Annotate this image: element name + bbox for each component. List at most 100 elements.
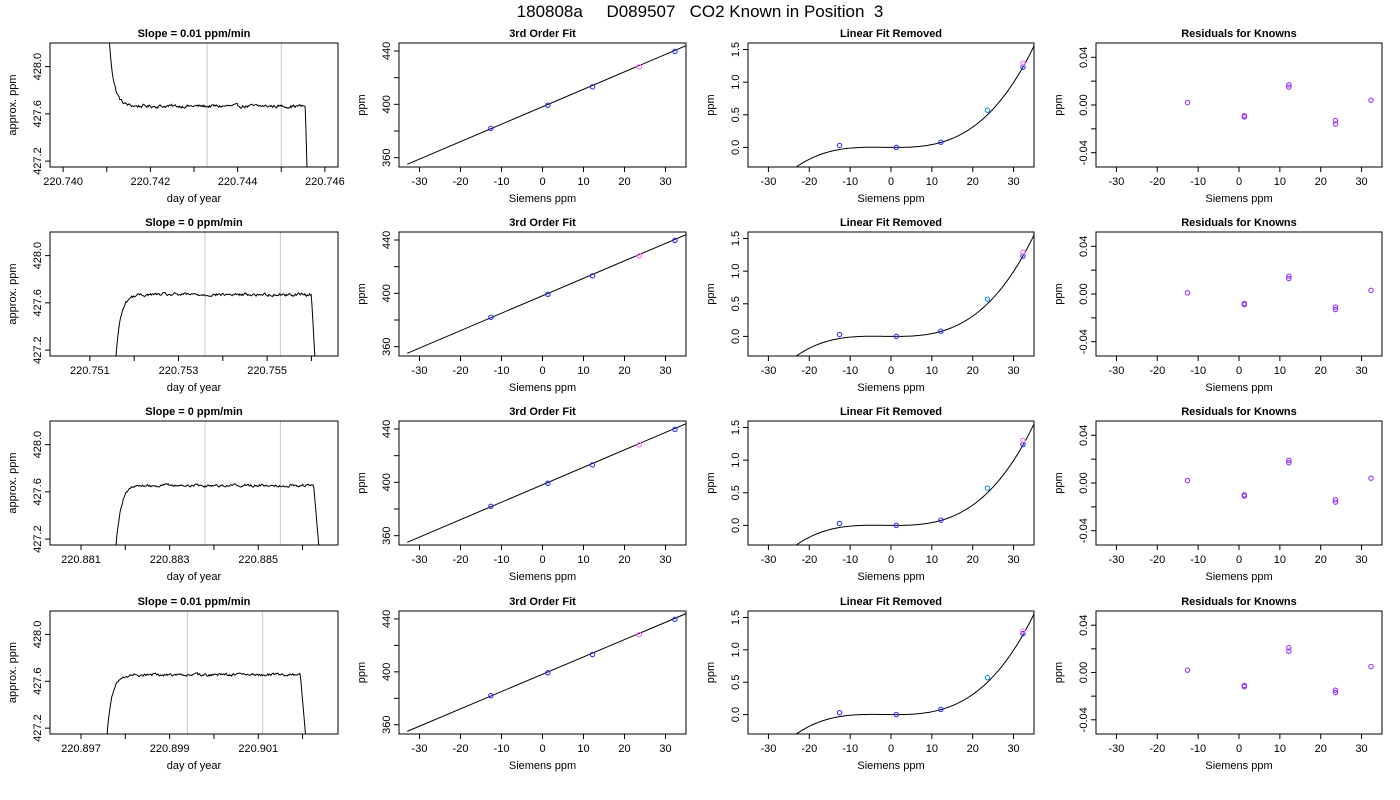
plot-frame	[49, 420, 339, 546]
x-axis-label: Siemens ppm	[857, 571, 924, 583]
x-tick-label: -20	[1149, 554, 1165, 566]
y-tick-label: 427.2	[32, 714, 44, 742]
y-axis-label: ppm	[1053, 94, 1065, 115]
plot-frame	[747, 420, 1035, 546]
data-point	[1286, 459, 1292, 466]
chart-resid-row-2: Residuals for Knowns Siemens ppm ppm -30 -20…	[1053, 217, 1383, 394]
x-tick-label: -30	[760, 743, 776, 755]
x-tick-label: 220.744	[218, 176, 258, 188]
plot-frame	[747, 42, 1035, 168]
data-point	[672, 426, 678, 433]
data-point	[1286, 81, 1292, 88]
data-point	[488, 125, 494, 132]
data-point	[1332, 689, 1339, 696]
y-tick-label: 400	[381, 473, 393, 491]
y-tick-label: 440	[381, 420, 393, 438]
chart-title: 3rd Order Fit	[509, 596, 576, 608]
chart-title: Linear Fit Removed	[840, 406, 942, 418]
x-tick-label: 30	[1355, 176, 1367, 188]
data-point	[1184, 99, 1191, 106]
x-axis-label: Siemens ppm	[1205, 382, 1272, 394]
y-tick-label: 427.6	[32, 289, 44, 317]
y-tick-label: 1.5	[730, 42, 742, 57]
y-tick-label: -0.04	[1078, 518, 1090, 543]
x-tick-label: 220.751	[70, 365, 110, 377]
plot-frame	[49, 231, 339, 357]
x-tick-label: -20	[801, 176, 817, 188]
x-tick-label: 10	[577, 743, 589, 755]
y-tick-label: 0.00	[1078, 283, 1090, 304]
plot-area	[795, 45, 1034, 167]
plot-area	[1184, 644, 1374, 696]
x-tick-label: 30	[1007, 743, 1019, 755]
data-point	[1241, 683, 1248, 690]
y-axis-label: ppm	[356, 94, 368, 115]
plot-frame	[49, 42, 339, 168]
chart-fit-row-4: 3rd Order Fit Siemens ppm ppm -30 -20 -10 0 10 2…	[356, 596, 687, 772]
plot-frame	[1095, 231, 1383, 357]
y-tick-label: 427.2	[32, 147, 44, 175]
plot-area	[407, 613, 686, 732]
data-point	[836, 520, 843, 527]
plot-area	[407, 423, 686, 543]
data-point	[893, 144, 900, 151]
x-tick-label: -20	[453, 176, 469, 188]
plot-frame	[1095, 42, 1383, 168]
y-tick-label: 1.5	[730, 610, 742, 625]
y-tick-label: 0.04	[1078, 425, 1090, 446]
data-point	[1332, 499, 1339, 505]
x-tick-label: 30	[659, 176, 671, 188]
chart-title: Slope = 0.01 ppm/min	[138, 28, 251, 40]
x-tick-label: 20	[967, 176, 979, 188]
x-tick-label: 220.897	[61, 743, 101, 755]
data-point	[545, 291, 551, 298]
cubic-curve	[795, 613, 1034, 734]
data-point	[938, 139, 944, 145]
plot-area	[106, 611, 306, 734]
y-tick-label: 400	[381, 95, 393, 113]
data-point	[1332, 117, 1339, 124]
y-tick-label: 0.00	[1078, 94, 1090, 115]
y-tick-label: 1.0	[730, 453, 742, 468]
x-tick-label: -10	[494, 176, 510, 188]
x-tick-label: -30	[412, 176, 428, 188]
data-point	[636, 253, 643, 259]
plot-area	[795, 423, 1034, 545]
x-tick-label: -20	[801, 743, 817, 755]
plot-area	[115, 421, 320, 545]
x-tick-label: 10	[1274, 365, 1286, 377]
data-point	[938, 706, 944, 713]
plot-frame	[398, 231, 687, 357]
x-tick-label: -20	[453, 554, 469, 566]
x-tick-label: -30	[412, 554, 428, 566]
data-point	[589, 84, 596, 90]
data-point	[1286, 644, 1292, 651]
x-axis-label: day of year	[167, 382, 222, 394]
x-tick-label: -10	[1190, 365, 1206, 377]
chart-title: Residuals for Knowns	[1181, 406, 1297, 418]
x-tick-label: 0	[888, 176, 894, 188]
data-point	[1368, 663, 1374, 670]
x-tick-label: 220.742	[130, 176, 170, 188]
y-tick-label: 428.0	[32, 53, 44, 81]
data-point	[1241, 114, 1248, 120]
x-tick-label: 30	[1355, 554, 1367, 566]
data-point	[836, 331, 843, 338]
y-tick-label: 360	[381, 337, 393, 355]
y-tick-label: 0.0	[730, 518, 742, 533]
y-tick-label: -0.04	[1078, 140, 1090, 165]
concentration-trace	[115, 291, 316, 356]
data-point	[545, 102, 551, 109]
chart-title: Residuals for Knowns	[1181, 28, 1297, 40]
x-tick-label: -10	[1190, 743, 1206, 755]
data-point	[1332, 306, 1339, 313]
x-tick-label: 30	[659, 743, 671, 755]
chart-fit-row-3: 3rd Order Fit Siemens ppm ppm -30 -20 -10 0 10 2…	[356, 406, 687, 583]
x-tick-label: 20	[967, 365, 979, 377]
y-tick-label: 1.5	[730, 231, 742, 246]
x-tick-label: 0	[888, 743, 894, 755]
y-tick-label: 360	[381, 716, 393, 734]
fit-line	[407, 613, 686, 732]
data-point	[938, 328, 944, 334]
x-tick-label: 10	[926, 365, 938, 377]
